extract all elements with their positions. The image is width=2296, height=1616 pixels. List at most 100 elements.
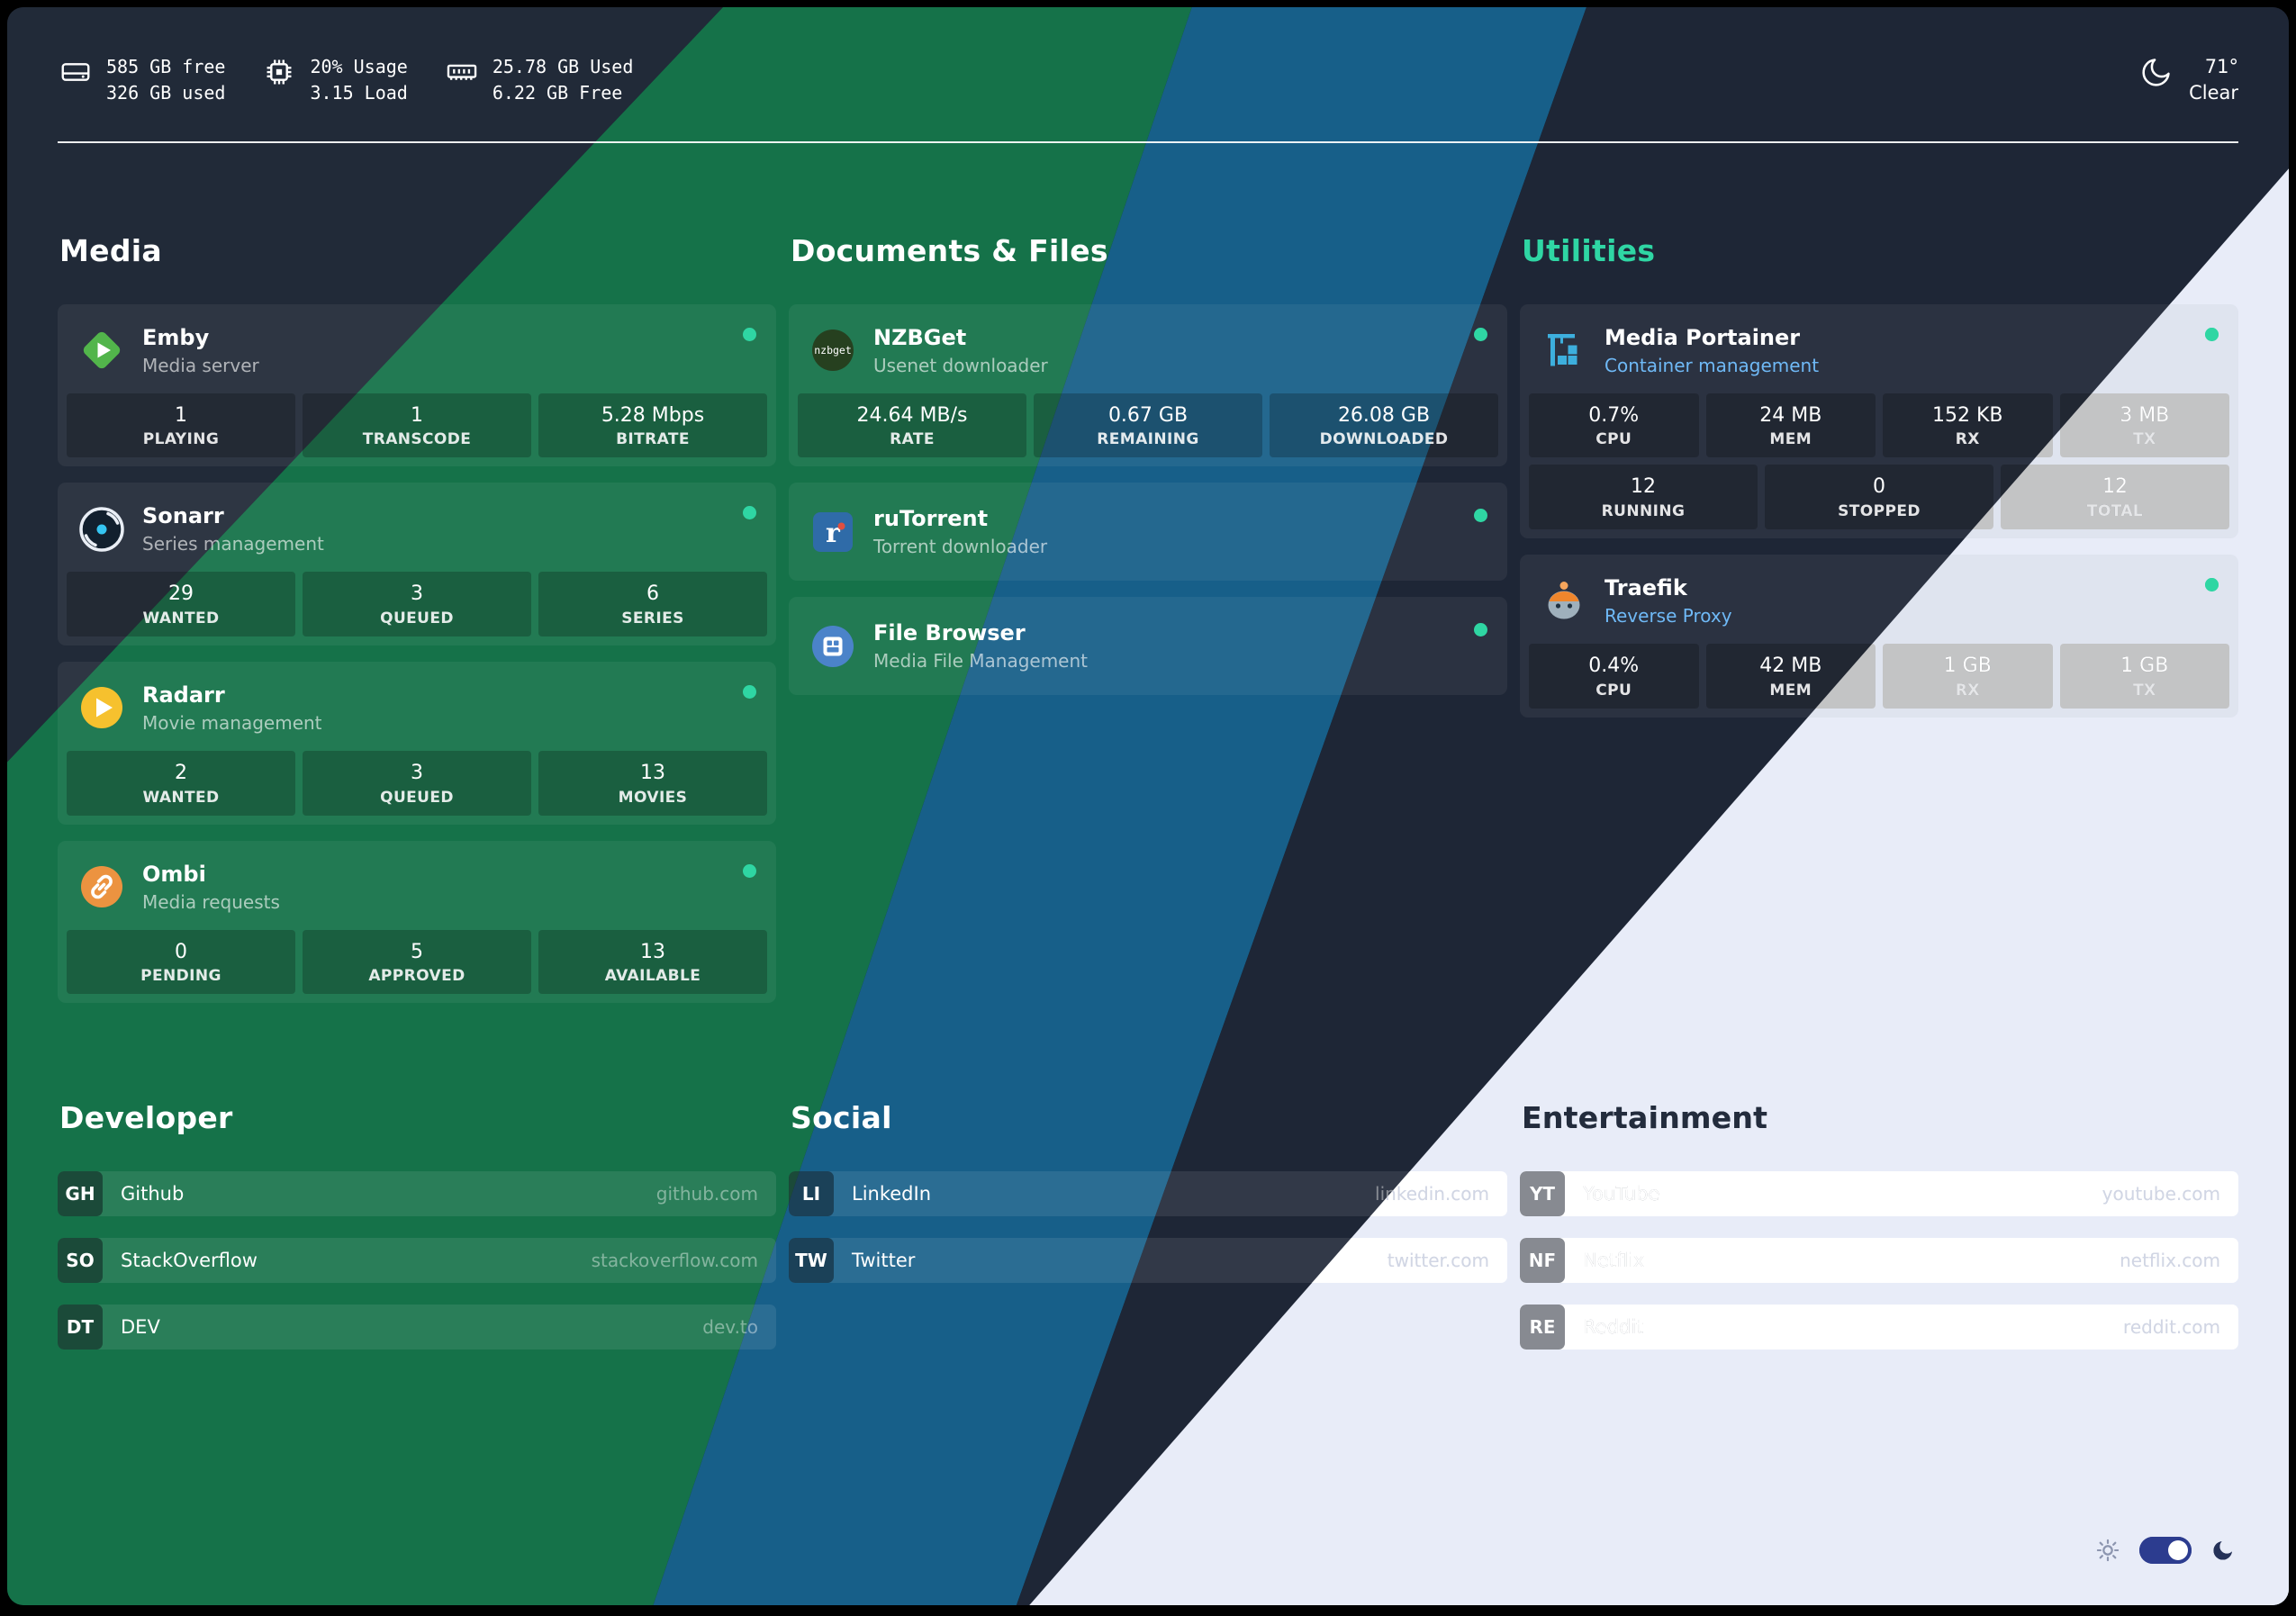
bookmark-youtube[interactable]: YT YouTube youtube.com xyxy=(1520,1171,2238,1217)
bookmark-linkedin[interactable]: LI LinkedIn linkedin.com xyxy=(789,1171,1507,1217)
service-group-utilities: Utilities Media Portainer Container mana… xyxy=(1520,233,2238,718)
section-title-entertainment: Entertainment xyxy=(1522,1100,1768,1136)
bookmark-abbr: LI xyxy=(789,1171,834,1217)
stat-playing: 1 PLAYING xyxy=(67,393,295,458)
header-divider xyxy=(58,140,2238,143)
service-card-nzbget[interactable]: nzbget NZBGet Usenet downloader 24.64 MB… xyxy=(789,303,1507,467)
stat-stopped: 0 STOPPED xyxy=(1765,465,1993,529)
moon-icon[interactable] xyxy=(2210,1537,2237,1564)
service-description: Media File Management xyxy=(873,650,1088,673)
bookmark-abbr: SO xyxy=(58,1238,103,1284)
bookmark-name: Netflix xyxy=(1583,1250,1645,1272)
bookmark-url: youtube.com xyxy=(2102,1183,2220,1205)
section-title-media: Media xyxy=(59,232,162,268)
stat-transcode: 1 TRANSCODE xyxy=(303,393,531,458)
bookmark-url: youtube.com xyxy=(2102,1183,2220,1205)
stat-rx: 1 GB RX xyxy=(1883,643,2053,709)
clear-night-moon-icon xyxy=(2138,54,2174,90)
stat-cpu: 0.4% CPU xyxy=(1529,643,1699,709)
bookmark-name: LinkedIn xyxy=(852,1183,932,1205)
bookmark-name: Netflix xyxy=(1583,1250,1645,1272)
stat-rx: 1 GB RX xyxy=(1883,643,2053,709)
bookmark-reddit[interactable]: RE Reddit reddit.com xyxy=(1520,1305,2238,1350)
service-name: Ombi xyxy=(142,861,206,887)
bookmark-netflix[interactable]: NF Netflix netflix.com xyxy=(1520,1238,2238,1284)
disk-icon xyxy=(58,54,94,90)
service-group-documents: Documents & Files nzbget NZBGet Usenet d… xyxy=(789,233,1507,696)
rutorrent-icon: r xyxy=(809,508,857,556)
bookmark-url: dev.to xyxy=(702,1316,758,1339)
bookmark-stackoverflow[interactable]: SO StackOverflow stackoverflow.com xyxy=(58,1238,776,1284)
bookmark-youtube[interactable]: YT YouTube youtube.com xyxy=(1520,1171,2238,1217)
service-name: NZBGet xyxy=(873,324,967,350)
nzbget-icon: nzbget xyxy=(809,326,857,375)
service-description: Reverse Proxy xyxy=(1604,604,1732,627)
bookmark-url: netflix.com xyxy=(2120,1250,2220,1272)
stat-remaining: 0.67 GB REMAINING xyxy=(1034,393,1262,458)
stat-total: 12 TOTAL xyxy=(2001,465,2229,529)
service-description: Usenet downloader xyxy=(873,354,1048,376)
bookmark-url: netflix.com xyxy=(2120,1250,2220,1272)
service-card-ombi[interactable]: Ombi Media requests 0 PENDING 5 xyxy=(58,840,776,1004)
bookmark-url: twitter.com xyxy=(1387,1250,1489,1272)
service-name: Emby xyxy=(142,324,210,350)
bookmark-url: linkedin.com xyxy=(1375,1183,1489,1205)
service-description: Series management xyxy=(142,533,324,555)
memory-icon xyxy=(444,54,480,90)
bookmark-url: twitter.com xyxy=(1387,1250,1489,1272)
bookmark-abbr: DT xyxy=(58,1305,103,1350)
bookmark-name: Github xyxy=(121,1183,185,1205)
bookmark-group-developer: Developer GH Github github.com SO StackO… xyxy=(58,1100,776,1350)
stat-running: 12 RUNNING xyxy=(1529,465,1758,529)
stat-approved: 5 APPROVED xyxy=(303,929,531,995)
bookmark-reddit[interactable]: RE Reddit reddit.com xyxy=(1520,1305,2238,1350)
stat-wanted: 2 WANTED xyxy=(67,750,295,816)
status-dot xyxy=(2205,327,2219,341)
service-card-rutorrent[interactable]: r ruTorrent Torrent downloader xyxy=(789,483,1507,582)
stat-mem: 24 MB MEM xyxy=(1705,393,1876,458)
service-card-filebrowser[interactable]: File Browser Media File Management xyxy=(789,597,1507,696)
service-name: Radarr xyxy=(142,682,225,708)
theme-toggle-switch[interactable] xyxy=(2139,1537,2192,1564)
stat-rate: 24.64 MB/s RATE xyxy=(798,393,1026,458)
service-description: Media requests xyxy=(142,890,280,913)
bookmark-github[interactable]: GH Github github.com xyxy=(58,1171,776,1217)
sun-icon[interactable] xyxy=(2094,1537,2121,1564)
service-card-emby[interactable]: Emby Media server 1 PLAYING 1 xyxy=(58,303,776,467)
toggle-knob xyxy=(2168,1540,2188,1560)
radarr-icon xyxy=(77,683,126,732)
bookmark-abbr: RE xyxy=(1520,1305,1565,1350)
bookmark-name: Twitter xyxy=(852,1250,916,1272)
cpu-usage: 20% Usage xyxy=(310,56,408,77)
bookmark-url: github.com xyxy=(655,1183,758,1205)
bookmark-dev[interactable]: DT DEV dev.to xyxy=(58,1305,776,1350)
status-dot xyxy=(743,327,756,341)
bookmark-twitter[interactable]: TW Twitter twitter.com xyxy=(789,1238,1507,1284)
stat-wanted: 29 WANTED xyxy=(67,572,295,636)
service-card-portainer[interactable]: Media Portainer Container management 0.7… xyxy=(1520,303,2238,538)
status-dot xyxy=(1474,509,1487,523)
memory-free: 6.22 GB Free xyxy=(492,82,623,104)
stat-total: 12 TOTAL xyxy=(2001,465,2229,529)
stat-tx: 3 MB TX xyxy=(2059,393,2229,458)
weather-widget: 71° Clear xyxy=(2138,54,2238,107)
status-dot xyxy=(1474,327,1487,341)
service-name: Media Portainer xyxy=(1604,324,1801,350)
bookmark-name: Reddit xyxy=(1583,1316,1644,1339)
bookmark-groups: Developer GH Github github.com SO StackO… xyxy=(7,1100,2289,1350)
svg-text:nzbget: nzbget xyxy=(814,344,852,357)
svg-text:r: r xyxy=(826,518,841,549)
service-card-sonarr[interactable]: Sonarr Series management 29 WANTED xyxy=(58,483,776,645)
service-card-radarr[interactable]: Radarr Movie management 2 WANTED 3 xyxy=(58,661,776,825)
weather-temperature: 71° xyxy=(2204,56,2238,77)
service-description: Media server xyxy=(142,354,259,376)
memory-usage-widget: 25.78 GB Used 6.22 GB Free xyxy=(444,54,633,106)
cpu-load: 3.15 Load xyxy=(310,82,408,104)
bookmark-abbr: YT xyxy=(1520,1171,1565,1217)
stat-rx: 152 KB RX xyxy=(1883,393,2053,458)
section-title-social: Social xyxy=(791,1100,892,1136)
service-description: Movie management xyxy=(142,711,322,734)
bookmark-netflix[interactable]: NF Netflix netflix.com xyxy=(1520,1238,2238,1284)
service-card-traefik[interactable]: Traefik Reverse Proxy 0.4% CPU 42 M xyxy=(1520,554,2238,718)
service-group-media: Media Emby Media server xyxy=(58,232,776,1004)
